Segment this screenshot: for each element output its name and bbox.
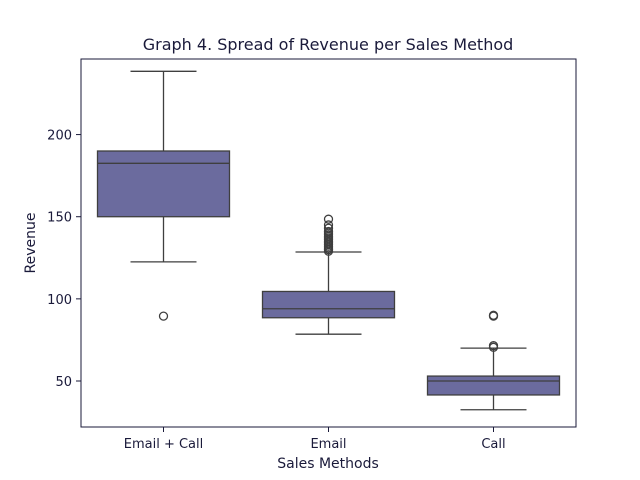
box-iqr (96, 150, 231, 218)
y-tick-label: 50 (55, 375, 72, 390)
outlier-point (323, 220, 334, 230)
plot-area: 50 100 150 200 Email + Call Email Call (47, 58, 577, 452)
outlier-point (488, 310, 499, 320)
y-tick-label: 150 (47, 211, 72, 226)
y-axis-label: Revenue (23, 213, 39, 274)
box-iqr (426, 375, 561, 396)
y-tick-label: 200 (47, 129, 72, 144)
x-tick-label: Email (310, 437, 346, 452)
box-iqr (261, 290, 396, 319)
plot-frame (80, 58, 577, 428)
outlier-point (323, 226, 334, 237)
outlier-point (488, 341, 499, 351)
x-axis-label: Sales Methods (277, 456, 379, 472)
x-tick-label: Email + Call (124, 437, 204, 452)
y-tick-label: 100 (47, 293, 72, 308)
outlier-point (158, 311, 169, 321)
chart-title: Graph 4. Spread of Revenue per Sales Met… (143, 35, 514, 54)
x-tick-label: Call (481, 437, 505, 452)
outlier-point (323, 214, 334, 224)
outlier-point (323, 223, 334, 233)
